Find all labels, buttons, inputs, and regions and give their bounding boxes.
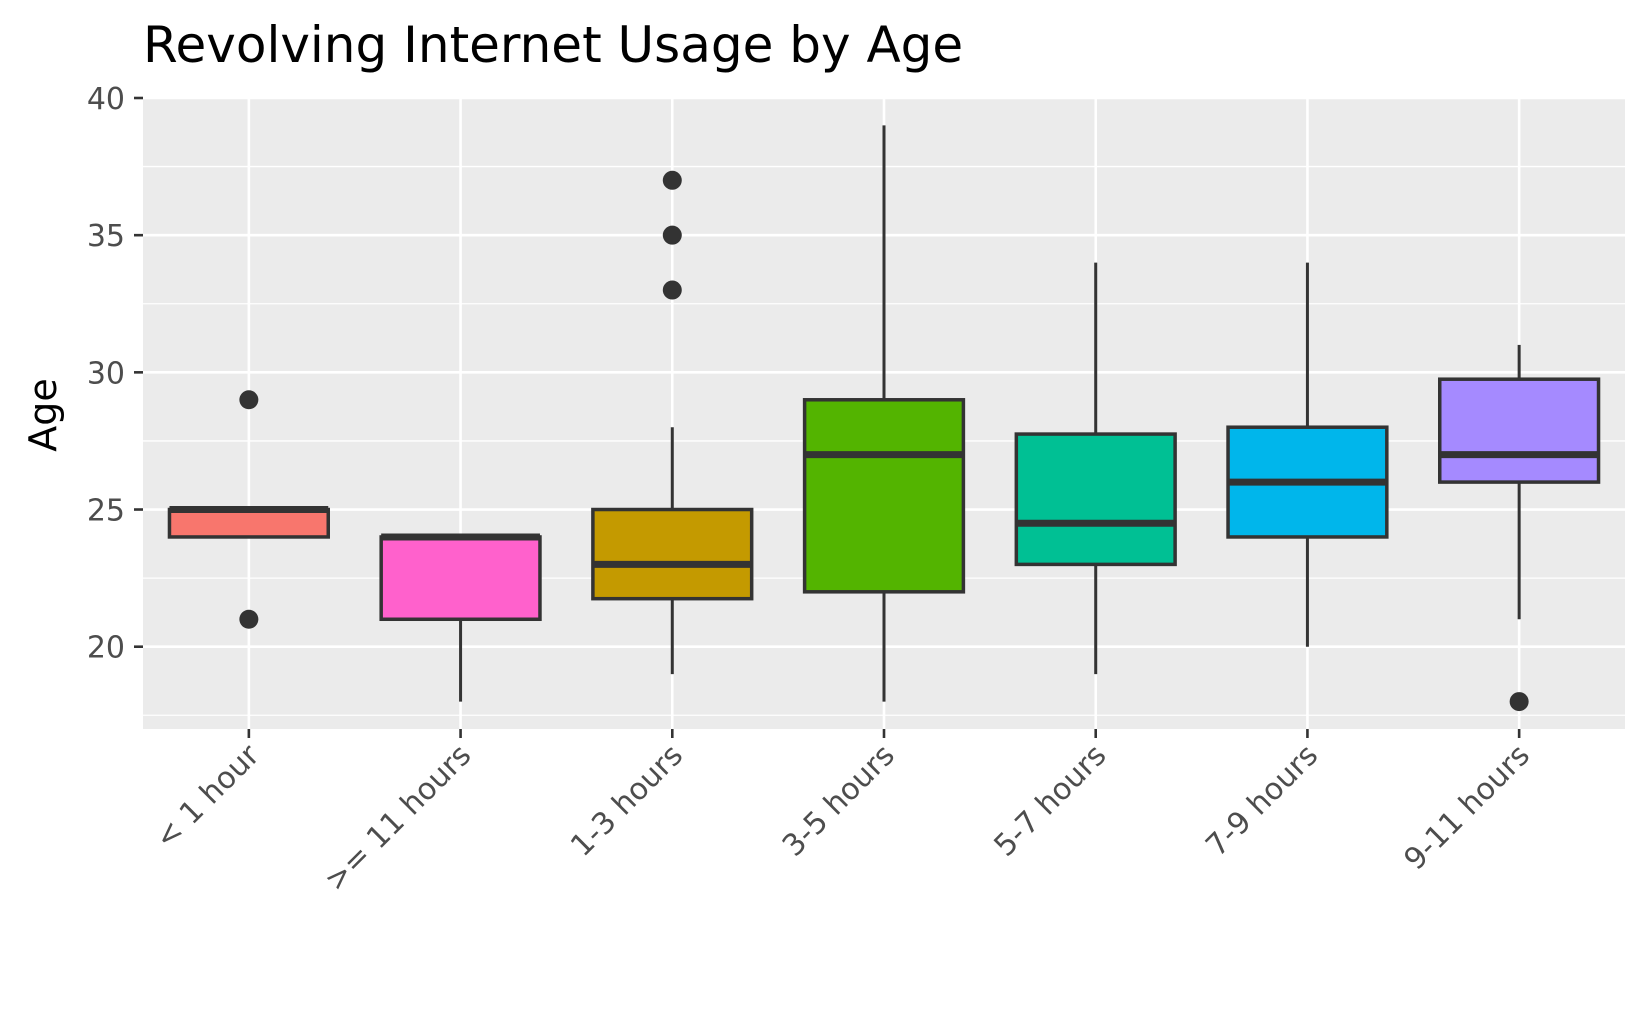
y-tick-label: 40 [87,82,125,117]
x-tick-label: 7-9 hours [1199,738,1325,864]
box-series [167,125,1601,712]
box [802,398,966,594]
y-tick-label: 35 [87,219,125,254]
x-tick-label: 5-7 hours [988,738,1114,864]
box-group [379,533,542,702]
x-tick-label: 9-11 hours [1398,738,1537,877]
box [167,507,330,539]
box-group [1014,262,1177,675]
box [591,507,754,601]
box [1438,377,1601,484]
outlier-point [239,609,259,629]
x-tick-label: < 1 hour [148,737,267,856]
outlier-point [662,280,682,300]
box-group [591,170,754,675]
y-tick-label: 25 [87,494,125,529]
x-tick-label: 1-3 hours [564,738,690,864]
y-axis-label: Age [21,378,65,452]
chart-title: Revolving Internet Usage by Age [143,16,963,74]
outlier-point [1509,692,1529,712]
x-axis: < 1 hour >= 11 hours 1-3 hours 3-5 hours 5-7… [148,729,1537,898]
y-tick-label: 30 [87,356,125,391]
box-group [167,390,330,629]
outlier-point [239,390,259,410]
box [1014,432,1177,567]
x-tick-label: >= 11 hours [318,738,478,898]
outlier-point [662,225,682,245]
box-group [1226,262,1389,647]
y-axis: 20 25 30 35 40 [87,82,143,666]
outlier-point [662,170,682,190]
x-tick-label: 3-5 hours [776,738,902,864]
box [379,535,542,622]
box-group [1438,344,1601,712]
y-tick-label: 20 [87,631,125,666]
box-group [802,125,966,702]
